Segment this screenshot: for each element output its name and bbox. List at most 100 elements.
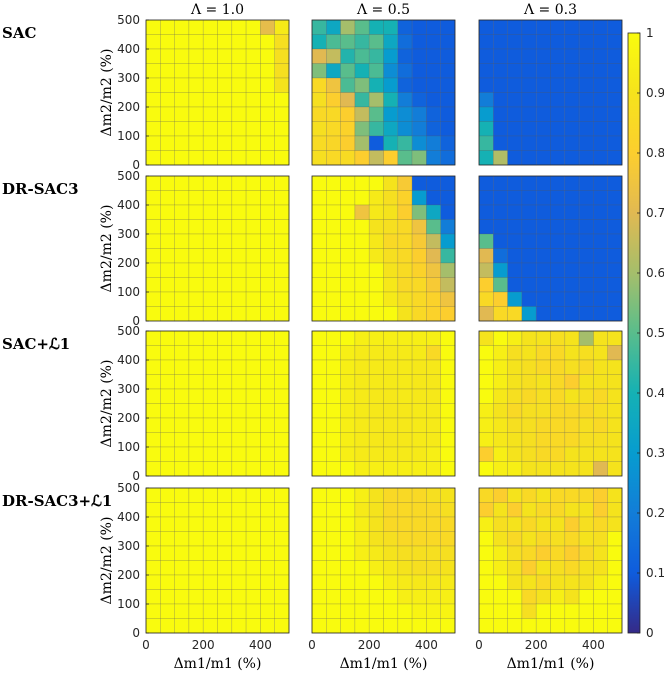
heatmap-cell (340, 403, 356, 419)
heatmap-cell (593, 262, 609, 278)
heatmap-cell (397, 219, 413, 235)
heatmap-cell (217, 121, 233, 137)
heatmap-cell (260, 446, 276, 462)
row-title-4: DR-SAC3+ℒ1 (2, 492, 112, 510)
heatmap-cell (492, 403, 508, 419)
heatmap-cell (354, 403, 370, 419)
heatmap-cell (354, 219, 370, 235)
heatmap-cell (202, 277, 218, 293)
colorbar-tick-label: 0.6 (646, 266, 664, 280)
heatmap-cell (535, 589, 551, 605)
heatmap-cell (535, 175, 551, 191)
heatmap-cell (354, 277, 370, 293)
heatmap-cell (578, 248, 594, 264)
heatmap-cell (607, 432, 623, 448)
heatmap-cell (174, 77, 190, 93)
heatmap-cell (202, 121, 218, 137)
heatmap-cell (411, 121, 427, 137)
y-tick-label: 200 (117, 568, 140, 582)
y-tick-label: 100 (117, 129, 140, 143)
heatmap-cell (160, 403, 175, 419)
heatmap-cell (492, 330, 508, 346)
heatmap-cell (217, 487, 233, 503)
heatmap-cell (578, 560, 594, 576)
heatmap-cell (354, 345, 370, 361)
heatmap-cell (440, 175, 456, 191)
heatmap-cell (440, 63, 456, 79)
heatmap-cell (245, 345, 261, 361)
y-tick-label: 400 (117, 198, 140, 212)
heatmap-cell (245, 359, 261, 375)
heatmap-cell (245, 121, 261, 137)
heatmap-cell (231, 330, 247, 346)
heatmap-cell (231, 19, 247, 35)
heatmap-cell (426, 34, 442, 50)
heatmap-cell (274, 306, 290, 322)
heatmap-cell (325, 560, 341, 576)
heatmap-cell (145, 330, 161, 346)
heatmap-cell (521, 374, 537, 390)
heatmap-cell (607, 403, 623, 419)
heatmap-cell (607, 121, 623, 137)
heatmap-cell (217, 77, 233, 93)
heatmap-cell (160, 345, 175, 361)
heatmap-cell (550, 603, 566, 619)
heatmap-cell (231, 516, 247, 532)
heatmap-cell (578, 345, 594, 361)
heatmap-cell (492, 446, 508, 462)
heatmap-cell (245, 204, 261, 220)
heatmap-cell (145, 277, 161, 293)
heatmap-cell (188, 531, 204, 547)
heatmap-cell (354, 417, 370, 433)
heatmap-cell (521, 560, 537, 576)
heatmap-cell (521, 190, 537, 206)
heatmap-cell (174, 262, 190, 278)
heatmap-cell (217, 417, 233, 433)
heatmap-cell (578, 618, 594, 634)
heatmap-cell (411, 589, 427, 605)
heatmap-cell (145, 63, 161, 79)
heatmap-cell (145, 545, 161, 561)
heatmap-cell (231, 48, 247, 64)
heatmap-cell (174, 560, 190, 576)
heatmap-cell (160, 516, 175, 532)
heatmap-cell (368, 175, 384, 191)
heatmap-cell (174, 516, 190, 532)
heatmap-cell (354, 531, 370, 547)
heatmap-cell (174, 48, 190, 64)
heatmap-cell (174, 291, 190, 307)
heatmap-cell (521, 603, 537, 619)
heatmap-cell (607, 574, 623, 590)
heatmap-cell (440, 248, 456, 264)
heatmap-cell (202, 77, 218, 93)
heatmap-cell (578, 461, 594, 477)
heatmap-cell (231, 545, 247, 561)
heatmap-cell (260, 19, 276, 35)
heatmap-cell (245, 106, 261, 122)
heatmap-cell (440, 560, 456, 576)
heatmap-cell (160, 603, 175, 619)
heatmap-cell (492, 432, 508, 448)
heatmap-cell (368, 291, 384, 307)
heatmap-cell (188, 487, 204, 503)
heatmap-cell (274, 446, 290, 462)
heatmap-cell (311, 618, 327, 634)
heatmap-cell (578, 34, 594, 50)
heatmap-cell (340, 330, 356, 346)
heatmap-cell (593, 204, 609, 220)
column-title-1: Λ = 1.0 (190, 2, 244, 18)
heatmap-cell (368, 330, 384, 346)
heatmap-cell (274, 175, 290, 191)
heatmap-cell (607, 262, 623, 278)
heatmap-cell (607, 92, 623, 108)
heatmap-cell (564, 403, 580, 419)
heatmap-cell (202, 63, 218, 79)
heatmap-cell (354, 560, 370, 576)
heatmap-cell (492, 345, 508, 361)
heatmap-cell (245, 618, 261, 634)
heatmap-cell (564, 432, 580, 448)
heatmap-cell (593, 135, 609, 151)
heatmap-cell (397, 277, 413, 293)
heatmap-cell (578, 190, 594, 206)
heatmap-cell (521, 432, 537, 448)
